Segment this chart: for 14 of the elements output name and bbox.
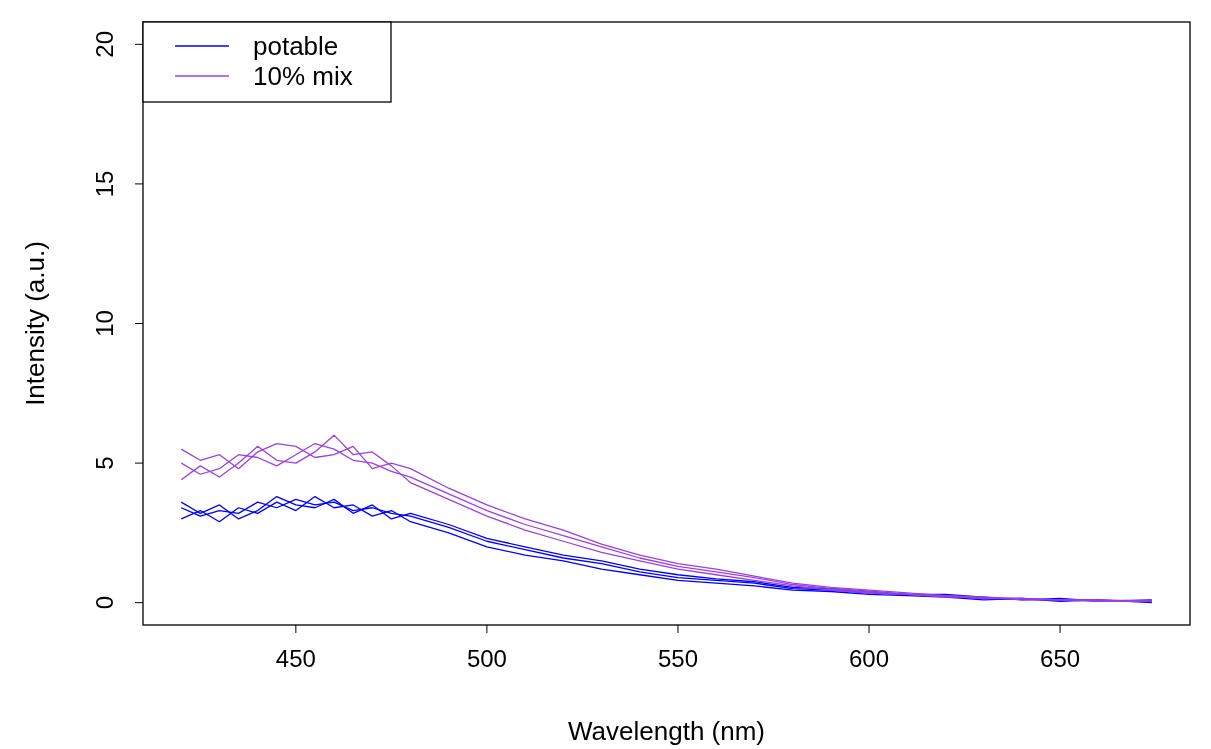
y-tick-label: 0 [91,595,118,610]
x-tick-label: 600 [849,645,890,672]
y-axis-title: Intensity (a.u.) [20,241,50,406]
x-tick-label: 450 [275,645,316,672]
legend-label: potable [253,31,339,61]
x-tick-label: 550 [657,645,698,672]
y-tick-label: 20 [91,30,118,58]
legend-label: 10% mix [253,61,353,91]
x-tick-label: 500 [466,645,507,672]
x-axis-title: Wavelength (nm) [568,716,765,746]
y-tick-label: 15 [91,170,118,198]
y-tick-label: 10 [91,310,118,337]
x-tick-label: 650 [1040,645,1081,672]
y-tick-label: 5 [91,456,118,470]
